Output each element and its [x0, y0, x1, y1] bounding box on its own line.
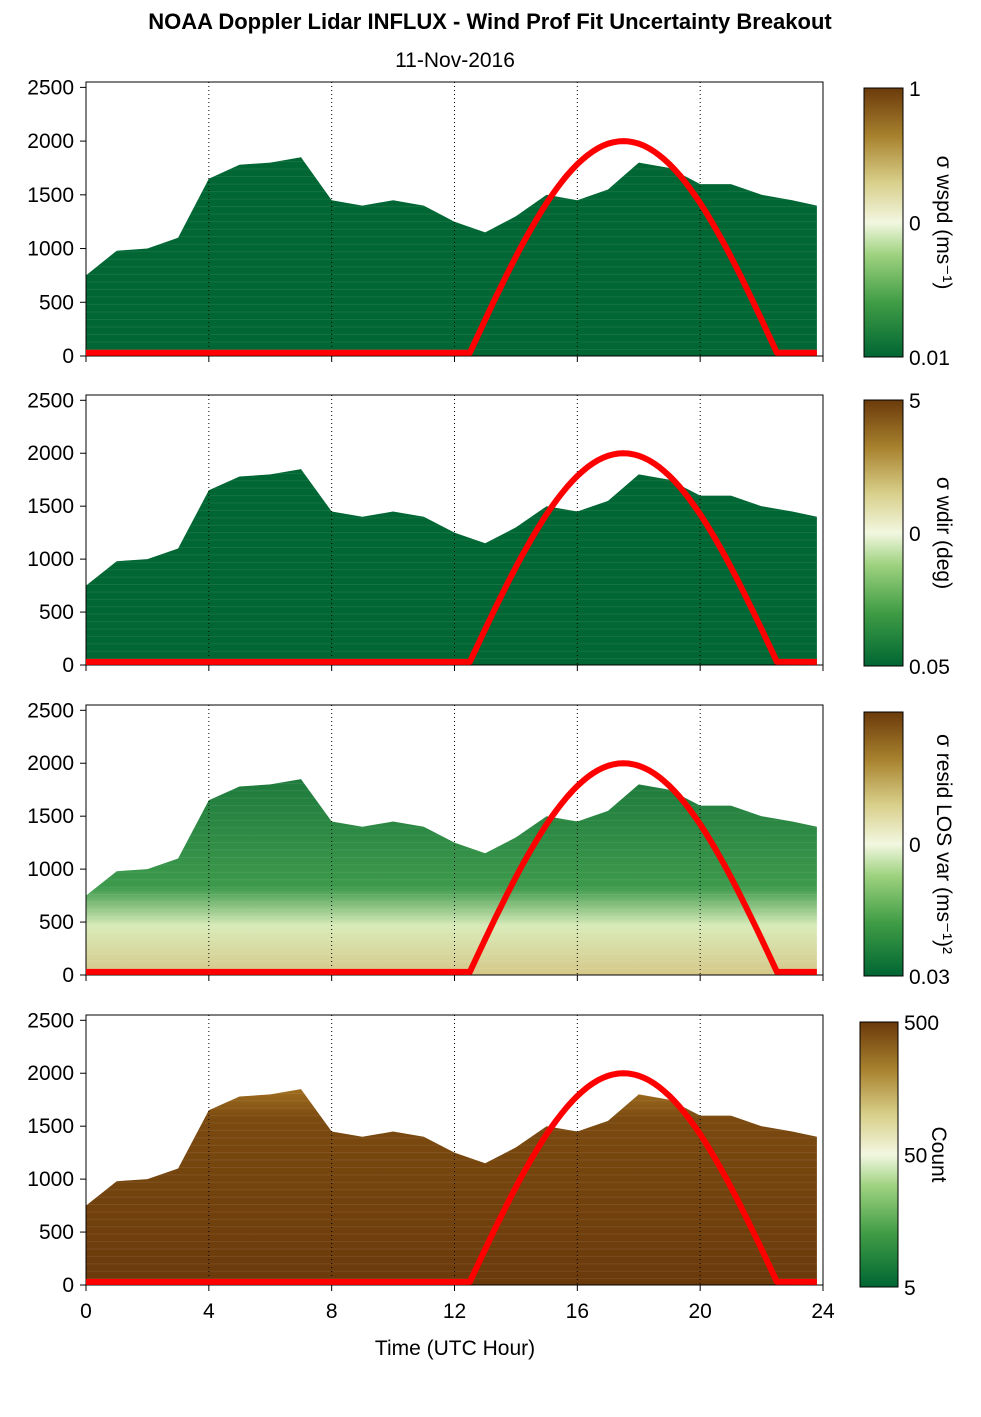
y-tick-label: 1500: [27, 495, 74, 518]
y-tick-label: 500: [39, 601, 74, 624]
y-tick-label: 2000: [27, 442, 74, 465]
colorbar-gradient: [863, 711, 904, 977]
x-tick-label: 16: [566, 1300, 589, 1323]
x-axis-label: Time (UTC Hour): [375, 1337, 535, 1360]
colorbar-label: σ resid LOS var (ms⁻¹)²: [932, 734, 955, 954]
colorbar-tick-label: 0: [909, 834, 921, 857]
heatmap-fill-3: [86, 779, 817, 975]
colorbar-tick-label: 50: [904, 1145, 927, 1168]
colorbar-tick-label: 500: [904, 1012, 939, 1035]
heatmap-fill-2: [86, 469, 817, 665]
y-tick-label: 500: [39, 911, 74, 934]
panel-4: 0 500 1000 1500 2000 2500 500 50 5 Count: [27, 1009, 950, 1300]
colorbar-2: 5 0 0.05 σ wdir (deg): [863, 390, 955, 679]
y-tick-label: 0: [62, 345, 74, 368]
y-tick-label: 2500: [27, 389, 74, 412]
colorbar-tick-label: 5: [904, 1277, 916, 1300]
colorbar-1: 1 0 0.01 σ wspd (ms⁻¹): [863, 78, 955, 370]
colorbar-4: 500 50 5 Count: [859, 1012, 950, 1300]
colorbar-tick-label: 0.05: [909, 656, 950, 679]
colorbar-tick-label: 5: [909, 390, 921, 413]
chart-subtitle: 11-Nov-2016: [395, 49, 515, 72]
colorbar-gradient: [863, 87, 904, 358]
y-tick-label: 2500: [27, 699, 74, 722]
sun-elevation-curve: [86, 760, 817, 975]
colorbar-tick-label: 0: [909, 213, 921, 236]
sun-elevation-curve: [86, 138, 817, 356]
y-tick-label: 500: [39, 1221, 74, 1244]
y-tick-label: 1500: [27, 184, 74, 207]
y-tick-label: 0: [62, 654, 74, 677]
y-tick-label: 2000: [27, 752, 74, 775]
x-tick-label: 4: [203, 1300, 215, 1323]
colorbar-gradient: [863, 399, 904, 667]
colorbar-tick-label: 1: [909, 78, 921, 101]
y-tick-label: 2000: [27, 130, 74, 153]
y-tick-label: 1000: [27, 548, 74, 571]
x-tick-label: 24: [811, 1300, 835, 1323]
colorbar-gradient: [859, 1021, 899, 1288]
colorbar-label: Count: [927, 1126, 950, 1182]
y-tick-label: 500: [39, 291, 74, 314]
colorbar-label: σ wspd (ms⁻¹): [932, 156, 955, 290]
panel-3: 0 500 1000 1500 2000 2500 0 0.03 σ resid LOS var…: [27, 699, 955, 989]
x-tick-label: 12: [443, 1300, 466, 1323]
y-tick-label: 0: [62, 964, 74, 987]
y-tick-label: 0: [62, 1274, 74, 1297]
heatmap-fill-1: [86, 157, 817, 356]
panel-1: 0 500 1000 1500 2000 2500 1 0 0.01 σ wspd (ms⁻¹): [27, 76, 955, 370]
panel-2: 0 500 1000 1500 2000 2500 5 0 0.05 σ wdir (deg): [27, 389, 955, 679]
colorbar-label: σ wdir (deg): [932, 477, 955, 589]
colorbar-tick-label: 0.01: [909, 347, 950, 370]
x-tick-label: 20: [688, 1300, 711, 1323]
chart-title: NOAA Doppler Lidar INFLUX - Wind Prof Fi…: [148, 9, 832, 34]
colorbar-tick-label: 0: [909, 523, 921, 546]
y-tick-label: 2500: [27, 1009, 74, 1032]
y-tick-label: 1000: [27, 1168, 74, 1191]
y-tick-label: 1500: [27, 1115, 74, 1138]
colorbar-3: 0 0.03 σ resid LOS var (ms⁻¹)²: [863, 711, 955, 989]
colorbar-tick-label: 0.03: [909, 966, 950, 989]
x-tick-label: 0: [80, 1300, 92, 1323]
y-tick-label: 1500: [27, 805, 74, 828]
sun-elevation-curve: [86, 450, 817, 665]
heatmap-fill-4: [86, 1089, 817, 1285]
y-tick-label: 2000: [27, 1062, 74, 1085]
y-tick-label: 1000: [27, 858, 74, 881]
y-tick-label: 2500: [27, 76, 74, 99]
y-tick-label: 1000: [27, 238, 74, 261]
x-tick-label: 8: [326, 1300, 338, 1323]
sun-elevation-curve: [86, 1070, 817, 1285]
